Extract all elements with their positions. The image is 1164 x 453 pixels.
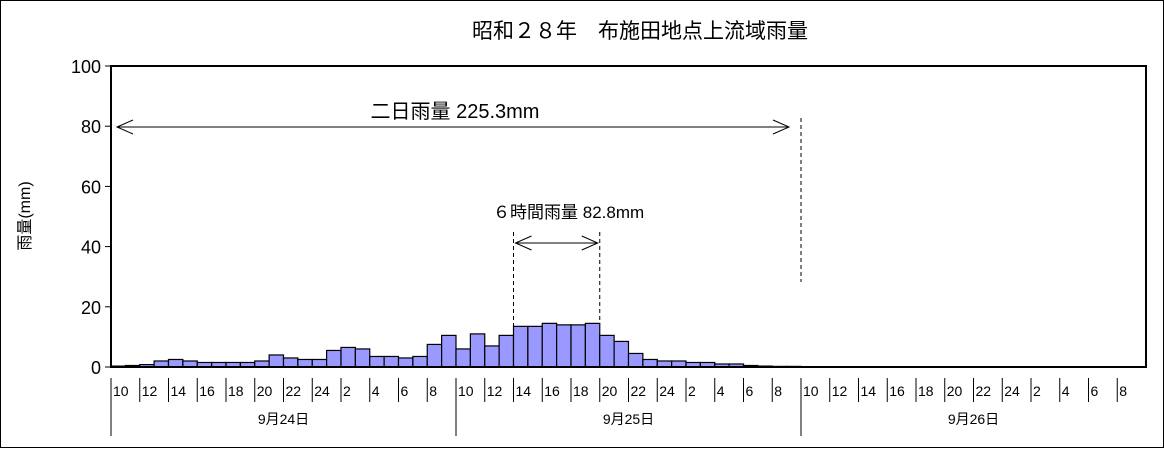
six-hour-arrow bbox=[514, 235, 599, 251]
y-tick-label: 0 bbox=[91, 358, 101, 378]
x-tick-label: 20 bbox=[947, 383, 963, 399]
x-tick-label: 10 bbox=[458, 383, 474, 399]
x-tick-label: 18 bbox=[228, 383, 244, 399]
bar bbox=[455, 348, 471, 368]
x-tick-label: 12 bbox=[832, 383, 848, 399]
y-axis-label: 雨量(mm) bbox=[17, 181, 34, 250]
x-tick-label: 10 bbox=[113, 383, 129, 399]
x-tick-label: 22 bbox=[631, 383, 647, 399]
x-tick-label: 10 bbox=[803, 383, 819, 399]
x-tick-label: 16 bbox=[889, 383, 905, 399]
arrow-head-right bbox=[772, 119, 791, 135]
x-tick-label: 14 bbox=[516, 383, 532, 399]
y-tick-label: 80 bbox=[81, 117, 101, 137]
x-tick-label: 2 bbox=[688, 383, 696, 399]
bar bbox=[512, 325, 529, 368]
two-day-arrow bbox=[115, 119, 791, 135]
x-tick-label: 14 bbox=[171, 383, 187, 399]
bar bbox=[297, 358, 313, 368]
x-tick-label: 8 bbox=[774, 383, 782, 399]
arrow-head-right bbox=[581, 235, 599, 251]
day-label: 9月26日 bbox=[948, 411, 999, 427]
x-tick-label: 8 bbox=[429, 383, 437, 399]
bar bbox=[599, 334, 615, 368]
y-axis: 0 20 40 60 80 100 bbox=[71, 57, 111, 378]
x-tick-label: 12 bbox=[487, 383, 503, 399]
x-tick-label: 6 bbox=[401, 383, 409, 399]
bar bbox=[354, 348, 371, 368]
bar bbox=[282, 357, 299, 368]
six-hour-label: ６時間雨量 82.8mm bbox=[493, 203, 644, 222]
annotations: 二日雨量 225.3mm ６時間雨量 82.8mm bbox=[115, 101, 802, 327]
bar bbox=[642, 358, 658, 368]
bar bbox=[369, 355, 385, 368]
x-tick-label: 4 bbox=[717, 383, 725, 399]
bar bbox=[627, 352, 644, 368]
bar bbox=[311, 358, 328, 368]
bar bbox=[268, 354, 285, 368]
x-tick-label: 18 bbox=[918, 383, 934, 399]
bar bbox=[426, 343, 443, 368]
bar bbox=[340, 346, 356, 368]
day-label: 9月25日 bbox=[603, 411, 654, 427]
two-day-label: 二日雨量 225.3mm bbox=[371, 101, 540, 123]
bar bbox=[469, 333, 486, 368]
x-tick-label: 2 bbox=[1033, 383, 1041, 399]
bar bbox=[584, 322, 601, 368]
x-tick-label: 8 bbox=[1119, 383, 1127, 399]
bar bbox=[527, 325, 543, 368]
bar bbox=[613, 340, 630, 368]
bar bbox=[556, 324, 572, 368]
x-tick-label: 20 bbox=[257, 383, 273, 399]
x-tick-label: 18 bbox=[573, 383, 589, 399]
bar bbox=[484, 345, 500, 368]
x-tick-label: 6 bbox=[746, 383, 754, 399]
y-tick-label: 60 bbox=[81, 177, 101, 197]
bar bbox=[167, 358, 184, 368]
day-label: 9月24日 bbox=[258, 411, 309, 427]
bar bbox=[397, 357, 414, 368]
x-tick-label: 24 bbox=[314, 383, 330, 399]
chart-title: 昭和２８年 布施田地点上流域雨量 bbox=[472, 20, 808, 43]
y-tick-label: 40 bbox=[81, 238, 101, 258]
bar bbox=[383, 355, 400, 368]
bar bbox=[570, 324, 586, 368]
x-tick-label: 14 bbox=[861, 383, 877, 399]
arrow-head-left bbox=[514, 235, 532, 251]
y-tick-label: 20 bbox=[81, 298, 101, 318]
x-tick-label: 24 bbox=[1004, 383, 1020, 399]
x-tick-label: 4 bbox=[372, 383, 380, 399]
x-tick-label: 16 bbox=[199, 383, 215, 399]
x-tick-label: 24 bbox=[659, 383, 675, 399]
y-tick-label: 100 bbox=[71, 57, 101, 77]
bar bbox=[441, 334, 457, 368]
x-axis: 10 12 14 16 18 20 22 24 2 4 6 8 10 12 14 16 18 20 22 24 2 4 6 8… bbox=[110, 378, 1127, 436]
x-tick-label: 20 bbox=[602, 383, 618, 399]
arrow-head-left bbox=[115, 119, 134, 135]
x-tick-label: 2 bbox=[343, 383, 351, 399]
x-tick-label: 4 bbox=[1062, 383, 1070, 399]
plot-area-border bbox=[110, 65, 1147, 368]
x-tick-label: 16 bbox=[544, 383, 560, 399]
x-tick-label: 22 bbox=[286, 383, 302, 399]
bar bbox=[326, 349, 342, 368]
bar bbox=[412, 355, 428, 368]
bar bbox=[541, 322, 558, 368]
x-tick-label: 12 bbox=[142, 383, 158, 399]
x-tick-label: 22 bbox=[976, 383, 992, 399]
x-tick-label: 6 bbox=[1091, 383, 1099, 399]
bar bbox=[498, 334, 515, 368]
